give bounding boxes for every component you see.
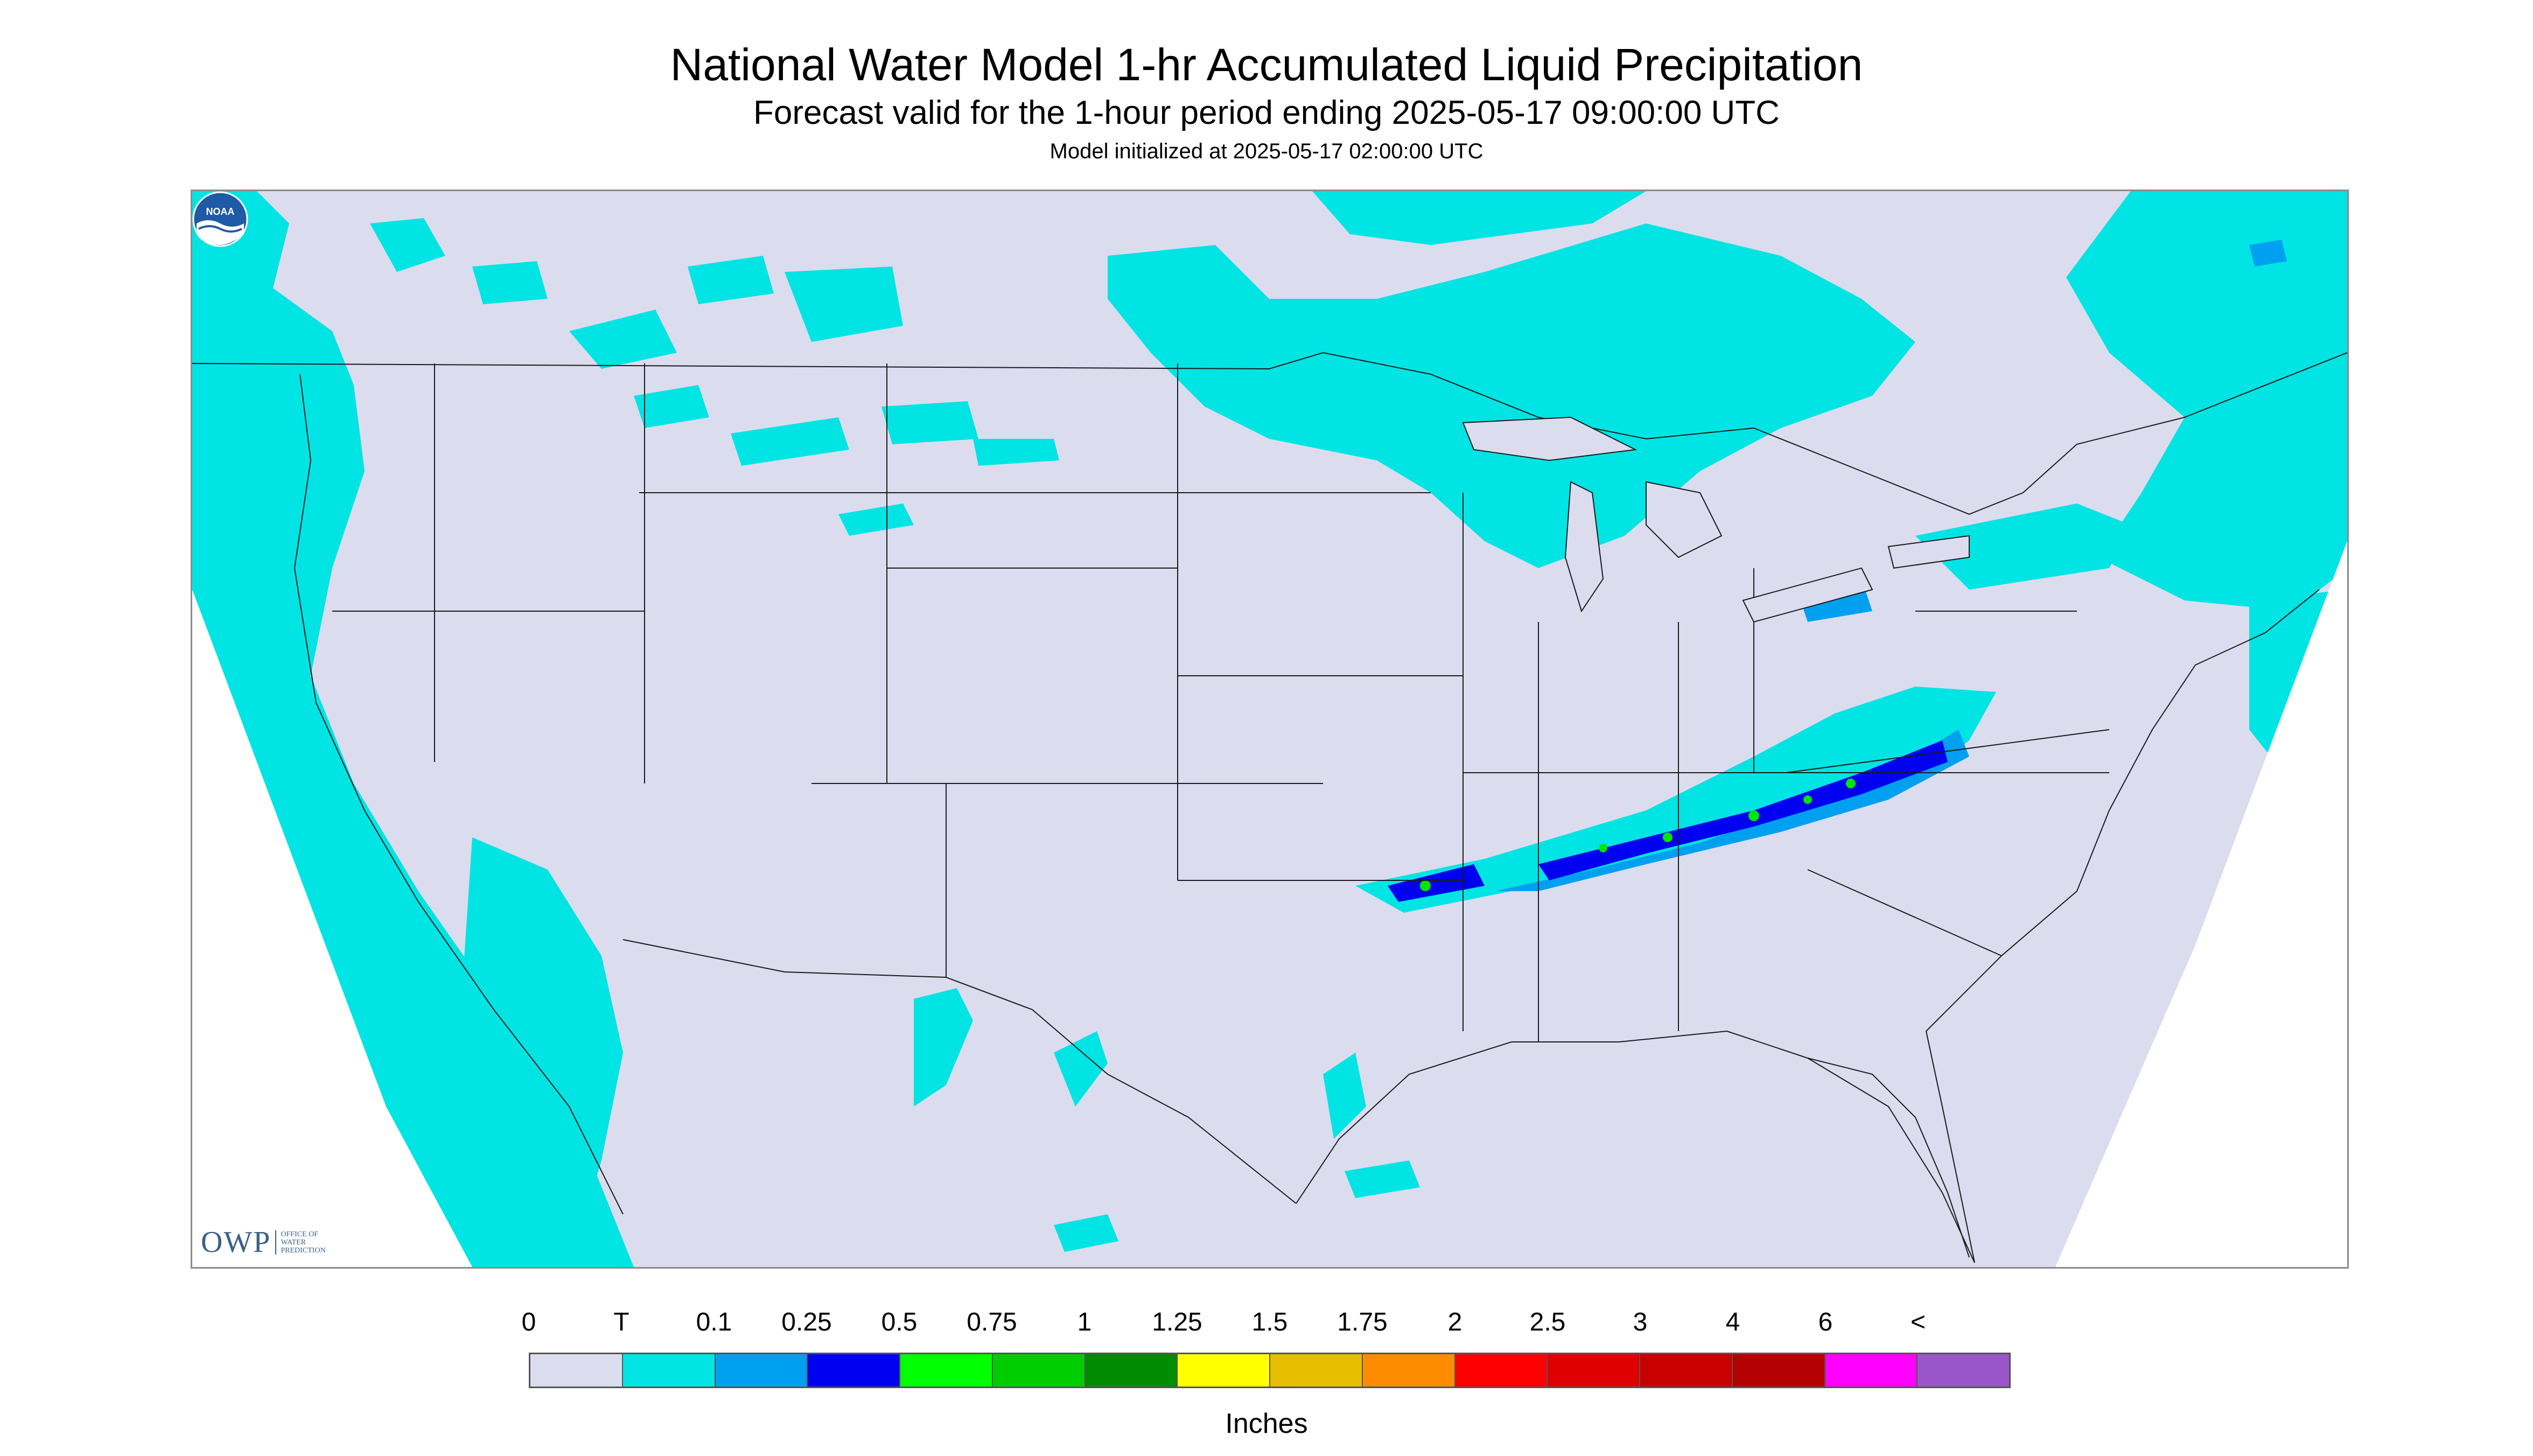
legend-swatch bbox=[1918, 1354, 2009, 1387]
precip-trace-areas bbox=[192, 191, 2347, 1267]
precip-heavy-areas bbox=[1420, 779, 1856, 891]
map-canvas bbox=[192, 191, 2347, 1267]
owp-logo-subtext: OFFICE OF WATER PREDICTION bbox=[275, 1230, 340, 1255]
legend-swatch bbox=[808, 1354, 900, 1387]
legend-swatch bbox=[622, 1354, 716, 1387]
legend-swatch bbox=[900, 1354, 993, 1387]
legend-tick-label: 0.1 bbox=[696, 1308, 732, 1336]
legend-swatch bbox=[715, 1354, 808, 1387]
legend-tick-label: T bbox=[613, 1308, 629, 1336]
legend-swatch bbox=[992, 1354, 1086, 1387]
great-lakes bbox=[1462, 416, 1970, 623]
legend-color-bar bbox=[529, 1353, 2011, 1388]
noaa-logo-icon: NOAA bbox=[192, 191, 248, 247]
legend-swatch bbox=[1085, 1354, 1178, 1387]
legend-tick-label: 0.5 bbox=[881, 1308, 918, 1336]
legend-tick-label: 1 bbox=[1077, 1308, 1092, 1336]
legend-tick-label: 1.5 bbox=[1251, 1308, 1288, 1336]
legend-tick-label: 6 bbox=[1818, 1308, 1833, 1336]
legend-swatch bbox=[530, 1354, 623, 1387]
legend-swatch bbox=[1178, 1354, 1270, 1387]
legend-swatch bbox=[1455, 1354, 1548, 1387]
florida-outline bbox=[1807, 1058, 1970, 1258]
legend-tick-label: 0.75 bbox=[967, 1308, 1017, 1336]
legend-swatch bbox=[1732, 1354, 1825, 1387]
legend-tick-label: 3 bbox=[1633, 1308, 1648, 1336]
noaa-logo-text: NOAA bbox=[206, 206, 235, 217]
owp-logo-text: OWP bbox=[201, 1226, 271, 1259]
legend-swatch bbox=[1548, 1354, 1640, 1387]
legend-tick-label: 1.75 bbox=[1337, 1308, 1388, 1336]
right-outside-domain bbox=[2055, 541, 2347, 1267]
legend-swatch bbox=[1825, 1354, 1918, 1387]
legend-tick-label: 2 bbox=[1447, 1308, 1463, 1336]
precip-moderate-areas bbox=[1388, 740, 1948, 902]
legend-tick-label: 1.25 bbox=[1152, 1308, 1202, 1336]
legend-tick-label: 4 bbox=[1725, 1308, 1740, 1336]
legend-tick-label: 0.25 bbox=[781, 1308, 832, 1336]
legend-tick-label: 0 bbox=[521, 1308, 536, 1336]
legend-units-label: Inches bbox=[1225, 1408, 1308, 1439]
legend-swatch bbox=[1362, 1354, 1456, 1387]
precipitation-map: OWP OFFICE OF WATER PREDICTION NOAA bbox=[191, 190, 2349, 1269]
forecast-valid-subtitle: Forecast valid for the 1-hour period end… bbox=[753, 94, 1780, 131]
model-init-label: Model initialized at 2025-05-17 02:00:00… bbox=[1049, 139, 1484, 163]
owp-logo: OWP OFFICE OF WATER PREDICTION bbox=[201, 1226, 362, 1259]
legend-swatch bbox=[1640, 1354, 1733, 1387]
legend-swatch bbox=[1270, 1354, 1363, 1387]
map-title: National Water Model 1-hr Accumulated Li… bbox=[670, 39, 1863, 90]
legend-tick-label: 2.5 bbox=[1529, 1308, 1566, 1336]
legend-tick-label: < bbox=[1910, 1308, 1926, 1336]
left-outside-domain bbox=[192, 590, 472, 1267]
political-boundaries bbox=[192, 352, 2347, 1263]
